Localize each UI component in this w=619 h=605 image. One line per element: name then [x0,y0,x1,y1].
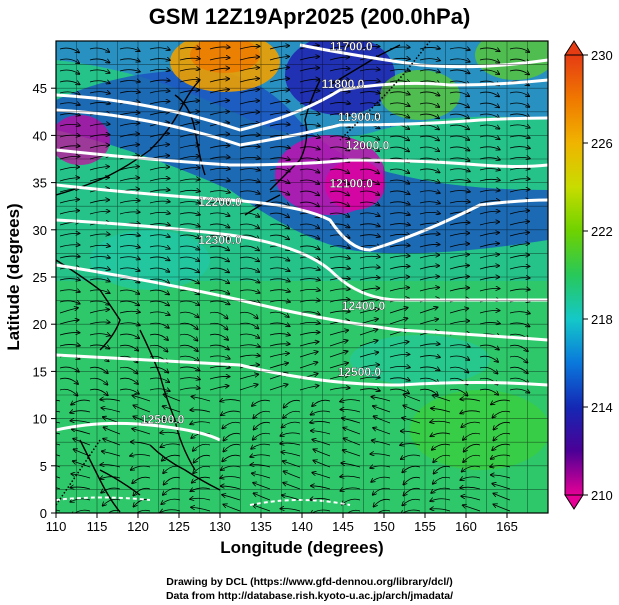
y-tick-label: 40 [33,128,47,143]
colorbar-min-arrow [564,494,584,510]
colorbar-tick-label: 226 [591,136,613,151]
colorbar: 210 214 218 222 226 230 [564,40,613,510]
x-tick-label: 110 [46,519,67,534]
x-tick-label: 165 [496,519,518,534]
colorbar-tick-label: 222 [591,224,613,239]
credit-data-source: Data from http://database.rish.kyoto-u.a… [165,590,454,602]
colorbar-max-arrow [564,40,584,56]
y-tick-label: 25 [33,270,47,285]
x-tick-label: 115 [87,519,108,534]
dotted-boundary [56,41,431,506]
contour-label: 11900.0 [338,110,381,124]
x-tick-label: 125 [168,519,190,534]
x-tick-label: 130 [209,519,231,534]
x-tick-label: 140 [291,519,313,534]
contour-labels: 11700.0 11800.0 11900.0 12000.0 12100.0 12200… [141,39,390,426]
y-tick-label: 15 [33,364,47,379]
x-axis-ticks: 110 115 120 125 130 135 140 145 150 155 160 165 [46,513,518,534]
x-tick-label: 155 [414,519,436,534]
map-gridlines [56,41,548,513]
contour-label: 12100.0 [330,176,374,190]
contour-label: 11700.0 [330,39,373,53]
y-axis-title: Latitude (degrees) [4,203,23,350]
contour-label: 12500.0 [141,412,185,426]
x-tick-label: 145 [332,519,354,534]
y-tick-label: 0 [40,506,47,521]
x-tick-label: 160 [455,519,477,534]
x-tick-label: 120 [127,519,149,534]
wind-streamlines [56,45,530,513]
contour-label: 12300.0 [198,233,242,247]
contour-label: 12000.0 [346,139,390,153]
plot-title: GSM 12Z19Apr2025 (200.0hPa) [148,4,471,29]
y-axis-ticks: 0 5 10 15 20 25 30 35 40 45 [33,81,56,521]
contour-label: 12500.0 [338,365,382,379]
contour-label: 11800.0 [322,77,365,91]
y-tick-label: 5 [40,459,47,474]
y-tick-label: 35 [33,176,47,191]
y-tick-label: 45 [33,81,47,96]
y-tick-label: 20 [33,317,47,332]
colorbar-tick-label: 210 [591,488,613,503]
colorbar-tick-label: 218 [591,312,613,327]
contour-label: 12400.0 [342,299,386,313]
colorbar-tick-label: 214 [591,400,613,415]
colorbar-ramp [564,54,584,496]
colorbar-tick-label: 230 [591,48,613,63]
y-tick-label: 30 [33,223,47,238]
x-axis-title: Longitude (degrees) [220,538,383,557]
contour-label: 12200.0 [198,195,242,209]
x-tick-label: 135 [250,519,272,534]
colorbar-ticks: 210 214 218 222 226 230 [583,48,613,503]
credit-dcl: Drawing by DCL (https://www.gfd-dennou.o… [166,576,453,588]
x-tick-label: 150 [373,519,395,534]
y-tick-label: 10 [33,412,47,427]
